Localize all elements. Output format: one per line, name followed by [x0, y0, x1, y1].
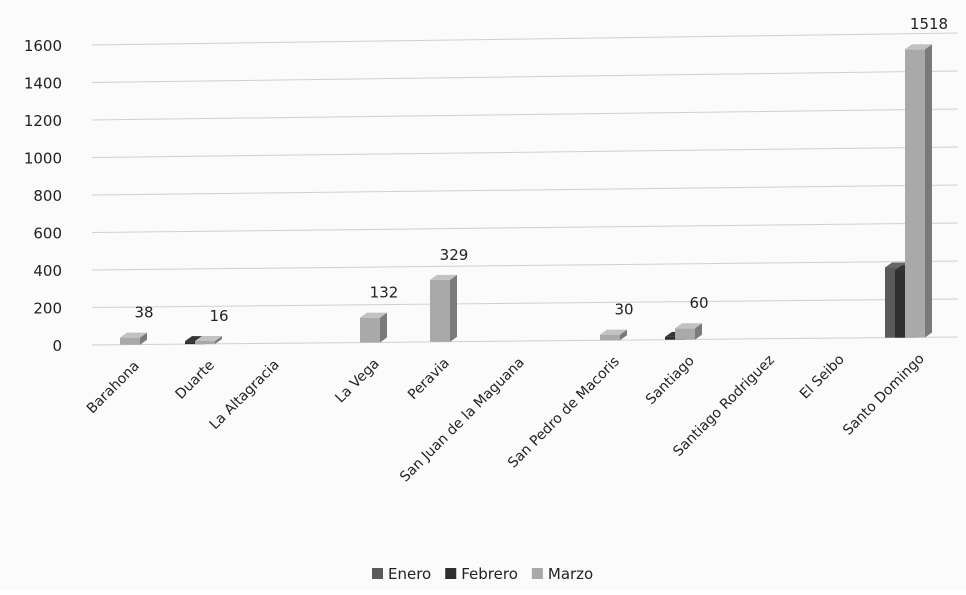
bar-side [215, 336, 222, 345]
category-label: Barahona [84, 358, 143, 417]
bar [195, 336, 222, 345]
gridline [91, 222, 959, 233]
category-label: La Altagracia [207, 357, 283, 433]
data-labels: 38 16 132 329 30 60 1518 [134, 15, 948, 325]
data-label: 16 [209, 307, 228, 325]
bar [675, 323, 702, 340]
y-tick-label: 1000 [24, 150, 62, 168]
legend-item: Marzo [531, 565, 593, 583]
bar-side [450, 274, 457, 342]
bar-top [905, 44, 932, 50]
y-axis-ticks: 0 200 400 600 800 1000 1200 1400 1600 [24, 37, 62, 355]
y-tick-label: 200 [33, 300, 62, 318]
data-label: 60 [689, 294, 708, 312]
gridline [91, 70, 959, 83]
bar-front [195, 341, 215, 345]
bar-top [120, 332, 147, 338]
data-label: 30 [614, 301, 633, 319]
data-label: 38 [134, 304, 153, 322]
legend-label: Marzo [548, 565, 593, 583]
bar-front [430, 279, 450, 342]
legend-swatch [445, 568, 457, 579]
y-tick-label: 1600 [24, 37, 62, 55]
bar-front [120, 337, 140, 345]
y-tick-label: 1400 [24, 75, 62, 93]
bar-top [360, 312, 387, 318]
gridline [91, 336, 959, 346]
bar-side [620, 329, 627, 341]
bar-front [675, 328, 695, 340]
legend-swatch [372, 568, 383, 579]
category-label: La Vega [332, 356, 382, 406]
category-label: Santiago [643, 353, 698, 408]
bar-side [925, 44, 932, 338]
bar-side [140, 332, 147, 345]
gridlines [91, 32, 959, 346]
y-tick-label: 600 [33, 225, 62, 243]
bar [600, 329, 627, 341]
bars [120, 44, 932, 345]
bar-front [905, 49, 925, 338]
data-label: 329 [440, 246, 469, 264]
bar-side [380, 312, 387, 343]
bar-front [360, 317, 380, 343]
legend-swatch [531, 568, 543, 579]
legend-label: Febrero [461, 565, 518, 583]
data-label: 1518 [910, 15, 948, 33]
category-label: El Seibo [797, 352, 848, 403]
y-tick-label: 400 [33, 262, 62, 280]
bar [120, 332, 147, 345]
bar-top [430, 274, 457, 280]
category-label: San Juan de la Maguana [397, 355, 528, 486]
bar-top [600, 329, 627, 335]
y-tick-label: 800 [33, 187, 62, 205]
category-label: San Pedro de Macoris [505, 354, 623, 472]
y-tick-label: 1200 [24, 112, 62, 130]
data-label: 132 [370, 284, 399, 302]
gridline [91, 108, 959, 121]
bar [905, 44, 932, 338]
gridline [91, 260, 959, 271]
bar-top [675, 323, 702, 329]
bar-side [695, 323, 702, 340]
gridline [91, 184, 959, 196]
legend-item: Enero [372, 565, 431, 583]
bar-top [195, 336, 222, 342]
gridline [91, 32, 959, 46]
legend: Enero Febrero Marzo [372, 565, 593, 583]
gridline [91, 146, 959, 158]
category-label: Duarte [173, 357, 218, 402]
category-label: Santo Domingo [840, 351, 928, 439]
bar [430, 274, 457, 342]
category-label: Peravia [405, 355, 453, 403]
legend-label: Enero [388, 565, 431, 583]
legend-item: Febrero [445, 565, 518, 583]
bar [360, 312, 387, 343]
gridline [91, 298, 959, 308]
bar-front [600, 334, 620, 341]
y-tick-label: 0 [52, 337, 62, 355]
